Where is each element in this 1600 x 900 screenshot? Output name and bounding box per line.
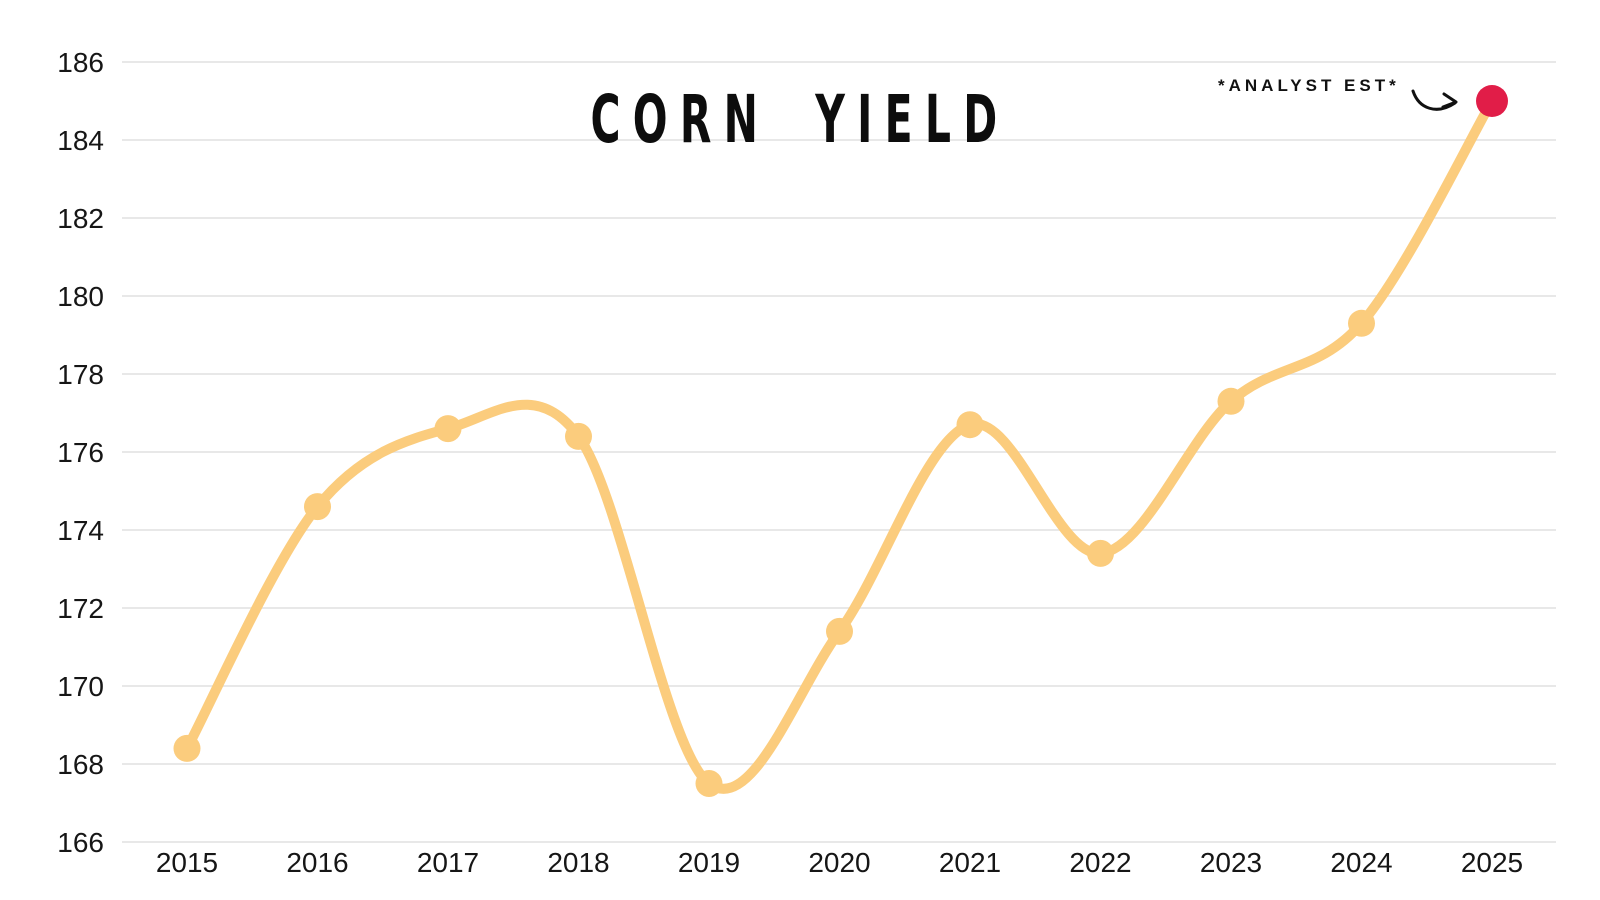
x-axis-tick-label: 2015: [156, 847, 218, 878]
data-point-2021: [956, 411, 984, 439]
y-axis-tick-label: 168: [57, 749, 104, 780]
analyst-estimate-label: *ANALYST EST*: [1218, 76, 1400, 95]
x-axis-tick-label: 2020: [808, 847, 870, 878]
x-axis-tick-label: 2023: [1200, 847, 1262, 878]
y-axis-tick-label: 178: [57, 359, 104, 390]
data-point-2024: [1348, 309, 1375, 337]
annotation-arrow-head: [1441, 92, 1458, 109]
x-axis-tick-label: 2025: [1461, 847, 1523, 878]
annotation-arrow-shaft: [1411, 89, 1457, 111]
x-axis-tick-label: 2019: [678, 847, 740, 878]
y-axis-tick-label: 186: [57, 47, 104, 78]
y-axis-tick-label: 182: [57, 203, 104, 234]
estimate-point-2025: [1476, 85, 1508, 117]
y-axis-tick-label: 172: [57, 593, 104, 624]
y-axis-tick-label: 184: [57, 125, 104, 156]
x-axis-tick-label: 2024: [1330, 847, 1392, 878]
annotation-arrow-icon: [1411, 89, 1458, 111]
data-point-2019: [695, 770, 723, 797]
data-point-2016: [304, 493, 331, 521]
data-point-2023: [1217, 387, 1245, 415]
x-axis-tick-label: 2021: [939, 847, 1001, 878]
y-axis-tick-label: 166: [57, 827, 104, 858]
x-axis-tick-label: 2016: [286, 847, 348, 878]
analyst-estimate-annotation: *ANALYST EST*: [1218, 76, 1400, 96]
data-point-2017: [434, 415, 462, 443]
x-axis-tick-label: 2022: [1069, 847, 1131, 878]
y-axis-tick-label: 180: [57, 281, 104, 312]
x-axis-tick-label: 2017: [417, 847, 479, 878]
data-point-2022: [1087, 539, 1114, 567]
chart-title: CORN YIELD: [590, 81, 1010, 158]
data-point-2020: [826, 617, 853, 645]
x-axis-tick-label: 2018: [547, 847, 609, 878]
data-point-2015: [173, 734, 201, 762]
data-point-2018: [565, 422, 592, 450]
y-axis-tick-label: 170: [57, 671, 104, 702]
y-axis-tick-label: 176: [57, 437, 104, 468]
y-axis-tick-label: 174: [57, 515, 104, 546]
